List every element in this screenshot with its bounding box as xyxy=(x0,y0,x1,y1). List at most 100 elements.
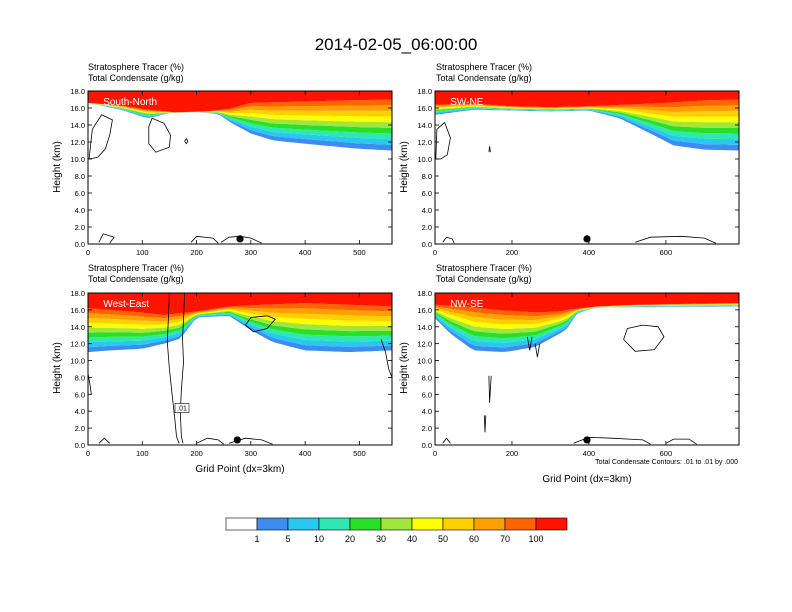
y-tick-label: 4.0 xyxy=(422,407,432,416)
y-axis-label: Height (km) xyxy=(52,141,63,193)
x-tick-label: 600 xyxy=(660,449,673,458)
tracer-band-1 xyxy=(88,315,392,353)
panel-header-line2: Total Condensate (g/kg) xyxy=(88,73,184,83)
tracer-band-top xyxy=(435,293,739,313)
y-tick-label: 2.0 xyxy=(422,223,432,232)
y-tick-label: 2.0 xyxy=(75,223,85,232)
location-marker xyxy=(236,235,244,243)
x-tick-label: 0 xyxy=(86,449,90,458)
tracer-band-2 xyxy=(88,102,392,145)
panel-south-north: Stratosphere Tracer (%) Total Condensate… xyxy=(52,62,393,257)
condensate-contour xyxy=(98,437,110,444)
x-tick-label: 200 xyxy=(190,248,203,257)
colorbar-label: 20 xyxy=(345,534,355,544)
y-tick-label: 2.0 xyxy=(422,424,432,433)
y-tick-label: 16.0 xyxy=(70,104,85,113)
tracer-field xyxy=(435,91,739,244)
colorbar-swatch xyxy=(287,517,320,531)
location-marker xyxy=(583,436,591,444)
colorbar: 1 5 10 20 30 40 50 60 70 100 xyxy=(225,517,568,544)
condensate-contour xyxy=(665,438,697,445)
y-tick-label: 10.0 xyxy=(417,357,432,366)
condensate-contour xyxy=(184,137,189,145)
x-axis-label: Grid Point (dx=3km) xyxy=(542,474,631,485)
y-tick-label: 10.0 xyxy=(70,155,85,164)
tracer-field xyxy=(88,91,392,244)
y-tick-label: 12.0 xyxy=(417,138,432,147)
colorbar-swatch xyxy=(442,517,475,531)
condensate-contour xyxy=(196,437,224,445)
y-tick-label: 6.0 xyxy=(422,189,432,198)
y-tick-label: 0.0 xyxy=(75,441,85,450)
condensate-contour xyxy=(98,233,115,244)
condensate-contour xyxy=(435,121,451,160)
condensate-contour xyxy=(442,437,451,444)
colorbar-swatch xyxy=(504,517,537,531)
cross-section-label: SW-NE xyxy=(450,97,483,108)
tracer-band-7 xyxy=(435,105,739,117)
plot-area-south-north: South-North 0.0 2.0 4.0 6.0 8.0 10.0 12.0 14.0 16… xyxy=(70,87,393,257)
condensate-contour xyxy=(88,114,113,160)
colorbar-swatch xyxy=(256,517,289,531)
x-tick-label: 0 xyxy=(433,449,437,458)
x-tick-label: 0 xyxy=(86,248,90,257)
condensate-contour xyxy=(534,343,541,358)
y-tick-label: 4.0 xyxy=(422,206,432,215)
tracer-band-6 xyxy=(435,105,739,123)
tracer-band-1 xyxy=(88,102,392,151)
contour-label: .01 xyxy=(177,406,187,413)
y-tick-label: 18.0 xyxy=(70,289,85,298)
panel-west-east: Stratosphere Tracer (%) Total Condensate… xyxy=(52,263,393,475)
x-tick-label: 0 xyxy=(433,248,437,257)
tracer-band-7 xyxy=(88,102,392,117)
tracer-band-5 xyxy=(88,102,392,128)
plot-area-sw-ne: SW-NE 0.0 2.0 4.0 6.0 8.0 10.0 12.0 14.0 16.0 18.0… xyxy=(417,87,740,257)
colorbar-swatch xyxy=(473,517,506,531)
condensate-contour xyxy=(634,235,717,244)
colorbar-swatch xyxy=(318,517,351,531)
colorbar-label: 10 xyxy=(314,534,324,544)
y-tick-label: 18.0 xyxy=(417,87,432,96)
tracer-band-top xyxy=(88,293,392,315)
x-tick-label: 300 xyxy=(245,449,258,458)
y-tick-label: 14.0 xyxy=(417,323,432,332)
tracer-band-5 xyxy=(435,106,739,128)
y-axis-label: Height (km) xyxy=(52,342,63,394)
colorbar-swatch xyxy=(225,517,258,531)
cross-section-label: West-East xyxy=(103,299,149,310)
tracer-field xyxy=(88,293,392,445)
tracer-band-2 xyxy=(88,314,392,348)
x-tick-label: 400 xyxy=(583,449,596,458)
tracer-band-2 xyxy=(435,108,739,145)
colorbar-label: 70 xyxy=(500,534,510,544)
y-axis-label: Height (km) xyxy=(399,342,410,394)
condensate-contour xyxy=(190,235,219,244)
tracer-band-8 xyxy=(435,303,739,321)
plot-frame xyxy=(434,90,740,245)
tracer-band-9 xyxy=(435,303,739,317)
tracer-band-9 xyxy=(88,303,392,319)
tracer-band-3 xyxy=(88,102,392,140)
y-tick-label: 8.0 xyxy=(422,172,432,181)
condensate-contour xyxy=(483,415,487,433)
y-tick-label: 0.0 xyxy=(422,240,432,249)
x-tick-label: 200 xyxy=(506,449,519,458)
panel-header-line2: Total Condensate (g/kg) xyxy=(436,73,532,83)
y-tick-label: 16.0 xyxy=(417,306,432,315)
condensate-contour xyxy=(380,339,392,378)
plot-frame xyxy=(87,292,393,446)
y-tick-label: 6.0 xyxy=(75,390,85,399)
y-tick-label: 0.0 xyxy=(422,441,432,450)
condensate-contour xyxy=(179,293,185,444)
location-marker xyxy=(583,235,591,243)
location-marker xyxy=(233,436,241,444)
tracer-band-5 xyxy=(88,310,392,333)
x-tick-label: 400 xyxy=(299,449,312,458)
condensate-contour xyxy=(488,146,491,153)
contour-note: Total Condensate Contours: .01 to .01 by… xyxy=(595,459,738,466)
condensate-contour xyxy=(148,117,171,153)
x-axis-label: Grid Point (dx=3km) xyxy=(195,464,284,475)
tracer-band-3 xyxy=(88,313,392,343)
colorbar-label: 100 xyxy=(528,534,543,544)
